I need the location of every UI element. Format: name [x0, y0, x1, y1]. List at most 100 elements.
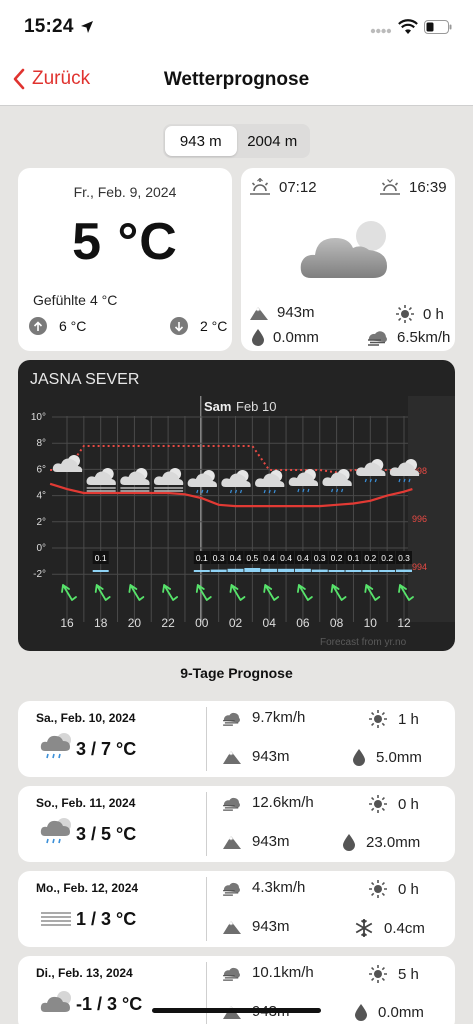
day-temp: 3 / 7 °C	[76, 739, 137, 759]
wind-icon	[223, 967, 240, 981]
altitude-segmented-control: 943 m 2004 m	[163, 124, 310, 158]
day-wind-value: 9.7km/h	[252, 709, 306, 726]
day-sunshine-value: 1 h	[398, 710, 419, 728]
sun-summary-card: 07:12 16:39 943m 0 h 0.0mm 6.5km/h	[241, 168, 455, 351]
wind-arrow-icon	[229, 584, 246, 601]
x-tick-label: 18	[94, 616, 108, 630]
feels-like: Gefühlte 4 °C	[33, 292, 117, 308]
precip-bar	[261, 568, 278, 572]
wind-arrow-icon	[263, 584, 280, 601]
wind-icon	[223, 797, 240, 811]
sun-icon	[369, 965, 387, 983]
pressure-line	[50, 445, 413, 474]
precipitation-value: 0.0mm	[273, 328, 319, 346]
day-wind-value: 12.6km/h	[252, 794, 314, 811]
cloud-light-rain-icon	[389, 459, 420, 483]
x-tick-label: 04	[263, 616, 277, 630]
day-altitude: 943m	[222, 748, 290, 765]
mountain-icon	[223, 920, 241, 934]
drop-icon	[252, 329, 264, 346]
day-sunshine: 5 h	[368, 964, 419, 984]
sunset: 16:39	[379, 178, 447, 196]
day-altitude: 943m	[222, 833, 290, 850]
wind-arrow-icon	[61, 584, 77, 601]
precip-label-bg	[379, 551, 396, 564]
fog-icon	[41, 912, 71, 926]
precip-label-bg	[261, 551, 278, 564]
day-altitude-value: 943m	[252, 833, 290, 850]
snowflake-icon	[355, 919, 373, 937]
forecast-title: 9-Tage Prognose	[180, 665, 293, 681]
precip-bar	[244, 568, 261, 572]
precip-bar	[193, 570, 210, 572]
wifi-icon	[398, 19, 418, 34]
forecast-day-card[interactable]: So., Feb. 11, 2024 3 / 5 °C 12.6km/h 0 h…	[18, 786, 455, 862]
precip-bar	[345, 570, 362, 572]
precip-label-bg	[210, 551, 227, 564]
forecast-day-card[interactable]: Mo., Feb. 12, 2024 1 / 3 °C 4.3km/h 0 h …	[18, 871, 455, 947]
cloud-fog-icon	[120, 468, 150, 492]
day-sunshine-value: 0 h	[398, 880, 419, 898]
day-sunshine: 0 h	[368, 879, 419, 899]
day-altitude: 943m	[222, 918, 290, 935]
day-wind: 10.1km/h	[222, 964, 314, 981]
sunrise-time: 07:12	[279, 178, 317, 196]
wind-arrow-icon	[297, 584, 313, 601]
home-indicator	[152, 1008, 321, 1013]
forecast-day-card[interactable]: Di., Feb. 13, 2024 -1 / 3 °C 10.1km/h 5 …	[18, 956, 455, 1024]
cloudy-weather-icon	[300, 221, 387, 278]
temp-tick-label: 10°	[31, 412, 46, 423]
altitude-tab-2004[interactable]: 2004 m	[247, 132, 298, 150]
meteogram-svg: JASNA SEVER Sam Feb 10 hPa Forecast from…	[30, 371, 455, 648]
day-marker: Sam	[204, 399, 231, 414]
divider	[206, 707, 207, 771]
wind: 6.5km/h	[367, 328, 450, 346]
precip-label-bg	[362, 551, 379, 564]
day-precipitation-value: 5.0mm	[376, 748, 422, 766]
precip-label-bg	[396, 551, 412, 564]
cloudy-icon	[52, 455, 83, 472]
feels-like-value: 4 °C	[89, 292, 118, 308]
cloud-fog-icon	[86, 468, 116, 492]
mountain-icon	[223, 835, 241, 849]
day-sunshine: 0 h	[368, 794, 419, 814]
cloud-light-rain-icon	[187, 470, 217, 494]
current-temperature: 5 °C	[72, 213, 178, 271]
sun-icon	[369, 795, 387, 813]
cloudy-icon	[40, 991, 71, 1012]
cloud-rain-icon	[40, 818, 71, 844]
sunshine-value: 0 h	[423, 305, 444, 323]
precip-label: 0.3	[213, 553, 225, 563]
location-arrow-icon	[81, 21, 93, 33]
wind-arrow-icon	[94, 584, 111, 601]
current-date: Fr., Feb. 9, 2024	[73, 184, 177, 200]
pressure-tick-label: 998	[412, 466, 427, 476]
battery-icon	[424, 20, 452, 34]
wind-arrow-icon	[364, 584, 381, 601]
precip-label: 0.4	[297, 553, 309, 563]
precip-label: 0.1	[196, 553, 208, 563]
day-wind-value: 10.1km/h	[252, 964, 314, 981]
precip-label-bg	[311, 551, 328, 564]
x-tick-label: 22	[161, 616, 175, 630]
day-precipitation-value: 23.0mm	[366, 833, 421, 851]
temp-tick-label: 4°	[36, 491, 46, 502]
precip-label-bg	[294, 551, 311, 564]
drop-icon	[343, 834, 355, 851]
forecast-day-card[interactable]: Sa., Feb. 10, 2024 3 / 7 °C 9.7km/h 1 h …	[18, 701, 455, 777]
wind-arrow-icon	[398, 584, 414, 601]
precip-bar	[328, 570, 345, 572]
precip-label-bg	[345, 551, 362, 564]
divider	[206, 962, 207, 1024]
wind-arrow-icon	[195, 584, 212, 601]
precip-label-bg	[193, 551, 210, 564]
wind-arrow-icon	[162, 584, 178, 601]
altitude-tab-943[interactable]: 943 m	[165, 126, 237, 156]
sun-icon	[369, 880, 387, 898]
sun-icon	[396, 305, 414, 323]
cloud-light-rain-icon	[356, 459, 386, 483]
temp-tick-label: 0°	[36, 543, 46, 554]
cloud-light-rain-icon	[322, 469, 352, 493]
back-button[interactable]: Zurück	[12, 68, 90, 90]
precip-label: 0.1	[95, 553, 107, 563]
